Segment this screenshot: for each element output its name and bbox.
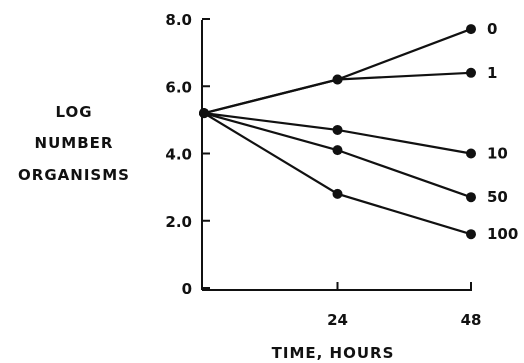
series-label-50: 50: [487, 188, 508, 206]
data-point-0: [466, 24, 476, 35]
series-label-0: 0: [487, 20, 497, 38]
data-point-50: [332, 145, 343, 156]
series-label-10: 10: [487, 145, 508, 163]
data-point-10: [466, 148, 476, 159]
x-tick-label: 48: [461, 311, 482, 329]
y-ticks: 0 2.0 4.0 6.0 8.0: [165, 11, 210, 298]
data-point-1: [466, 67, 476, 78]
x-tick-label: 24: [327, 311, 348, 329]
series-group: 0 1 10 50 100: [199, 20, 518, 243]
data-point-100: [466, 229, 476, 240]
y-tick-label: 2.0: [165, 213, 192, 231]
series-label-1: 1: [487, 64, 497, 82]
series-label-100: 100: [487, 225, 518, 243]
x-ticks: 24 48: [327, 282, 481, 329]
y-tick-label: 4.0: [165, 146, 192, 164]
data-point-100: [199, 108, 209, 119]
y-tick-label: 6.0: [165, 78, 192, 96]
data-point-100: [332, 188, 343, 199]
x-axis-title: TIME, HOURS: [272, 344, 395, 362]
y-axis-title-line-3: ORGANISMS: [18, 166, 130, 184]
y-axis-title-line-2: NUMBER: [35, 134, 114, 152]
y-axis-title-line-1: LOG: [55, 103, 92, 121]
y-tick-label: 8.0: [165, 11, 192, 29]
data-point-10: [332, 124, 343, 135]
series-line-0: [203, 28, 472, 115]
y-tick-label: 0: [182, 280, 192, 298]
data-point-50: [466, 192, 476, 203]
data-point-1: [332, 74, 343, 85]
